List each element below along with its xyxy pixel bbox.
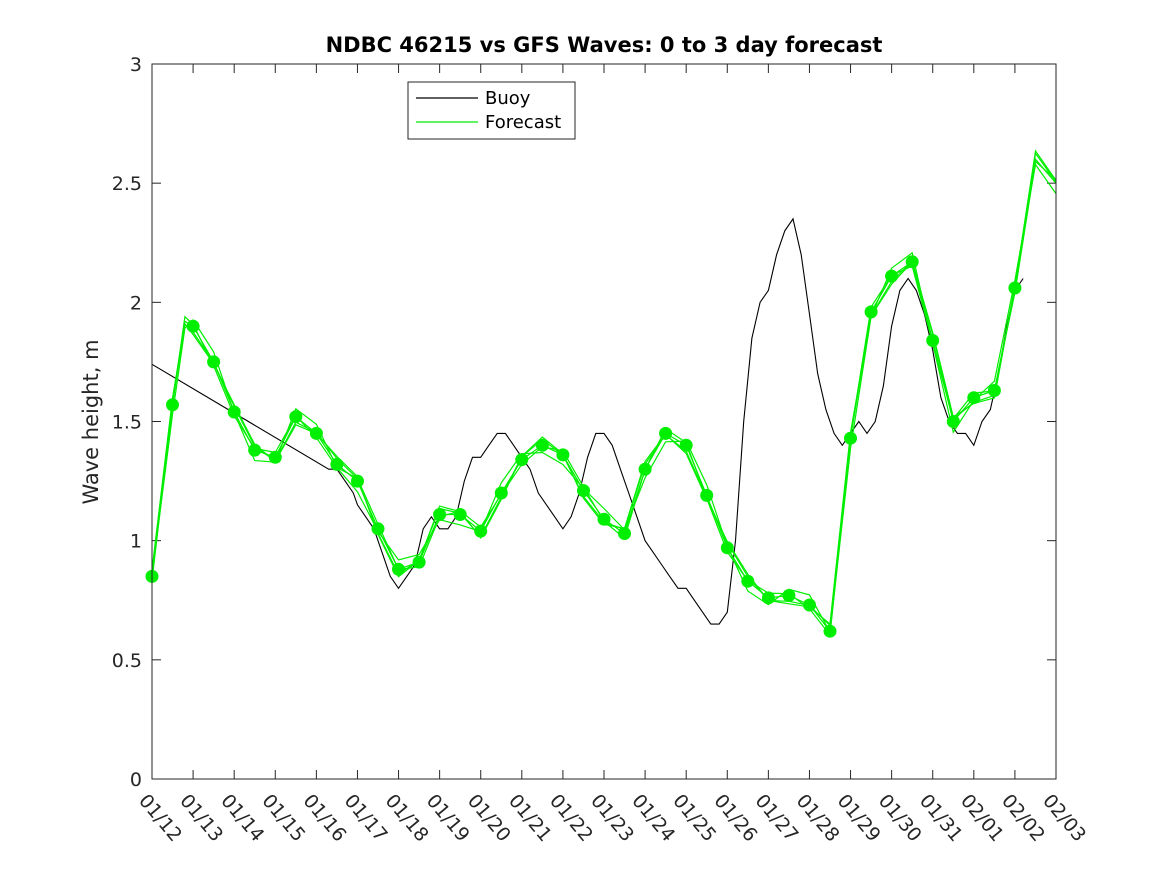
forecast-marker <box>720 541 734 555</box>
forecast-marker <box>535 438 549 452</box>
forecast-marker <box>967 391 981 405</box>
forecast-marker <box>515 453 529 467</box>
y-tick-label: 3 <box>130 54 142 76</box>
forecast-marker <box>823 624 837 638</box>
y-tick-label: 0.5 <box>112 650 142 672</box>
legend-box <box>407 81 576 140</box>
forecast-marker <box>186 319 200 333</box>
forecast-marker <box>618 527 631 540</box>
forecast-marker <box>412 555 426 569</box>
forecast-marker <box>741 574 755 588</box>
forecast-marker <box>679 438 693 452</box>
forecast-marker <box>207 355 221 369</box>
y-tick-label: 0 <box>130 769 142 791</box>
y-tick-label: 1.5 <box>112 412 142 434</box>
forecast-marker <box>803 598 816 612</box>
forecast-marker <box>844 431 857 445</box>
plot-area <box>151 149 1057 637</box>
forecast-marker <box>885 269 899 283</box>
forecast-marker <box>987 384 1001 397</box>
y-tick-label: 1 <box>130 531 142 553</box>
forecast-marker <box>577 484 590 498</box>
legend-label-buoy: Buoy <box>485 88 531 109</box>
forecast-marker <box>371 522 385 536</box>
forecast-marker <box>289 410 303 424</box>
series-line-forecast <box>151 163 1057 634</box>
forecast-marker <box>166 398 179 412</box>
forecast-marker <box>597 512 611 526</box>
forecast-marker <box>227 405 241 419</box>
forecast-marker <box>659 426 673 440</box>
forecast-marker <box>309 426 323 440</box>
forecast-marker <box>351 474 364 488</box>
forecast-marker <box>864 305 878 319</box>
forecast-marker <box>700 488 714 502</box>
series-line-forecast <box>151 149 1057 626</box>
axes-box <box>151 63 1057 780</box>
forecast-marker <box>494 486 508 500</box>
forecast-markers <box>145 255 1022 638</box>
forecast-marker <box>474 524 488 538</box>
forecast-marker <box>268 450 282 464</box>
y-tick-label: 2.5 <box>112 173 142 195</box>
forecast-marker <box>453 508 467 521</box>
chart-title: NDBC 46215 vs GFS Waves: 0 to 3 day fore… <box>326 33 883 57</box>
y-tick-label: 2 <box>130 292 142 314</box>
legend: Buoy Forecast <box>407 81 576 140</box>
y-axis-label: Wave height, m <box>79 339 103 504</box>
forecast-marker <box>905 255 919 269</box>
legend-label-forecast: Forecast <box>485 112 561 133</box>
forecast-marker <box>946 415 960 428</box>
forecast-marker <box>761 591 775 605</box>
forecast-marker <box>330 457 344 471</box>
forecast-marker <box>433 508 447 521</box>
forecast-marker <box>638 462 652 476</box>
forecast-marker <box>1008 281 1022 295</box>
forecast-marker <box>926 334 940 347</box>
forecast-marker <box>556 448 570 462</box>
forecast-marker <box>782 589 796 602</box>
forecast-marker <box>248 443 262 457</box>
forecast-marker <box>392 562 405 576</box>
